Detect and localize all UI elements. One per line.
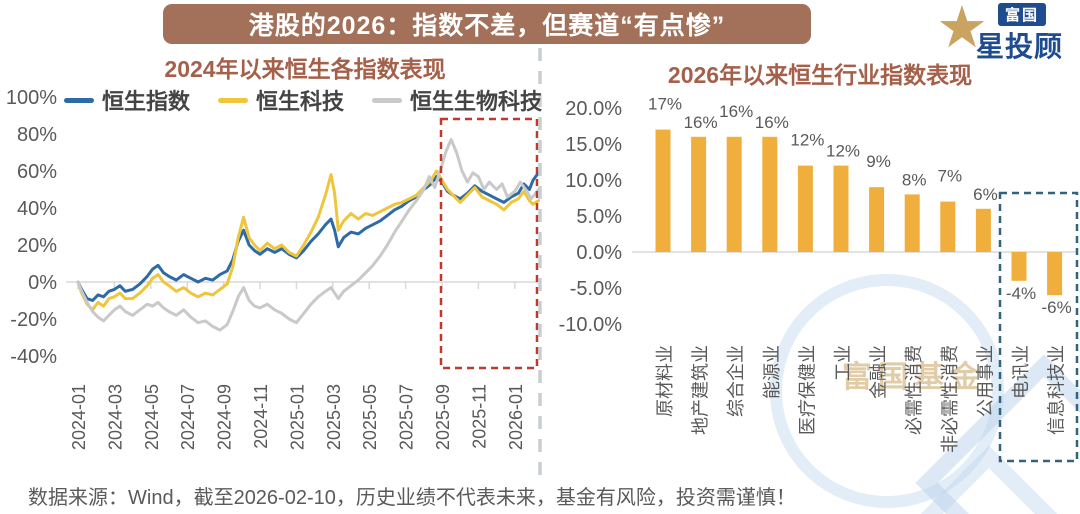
bar-电讯业: [1011, 252, 1027, 281]
watermark-brand-text: 富国基金: [842, 361, 986, 394]
category-label: 电讯业: [1011, 345, 1031, 399]
star-icon: ★: [936, 0, 988, 60]
brand-name-label: 星投顾: [976, 31, 1064, 62]
legend-item-hsi: 恒生指数: [64, 84, 190, 116]
legend-line-swatch-blue: [64, 97, 94, 103]
bar-value-label: 12%: [826, 142, 860, 161]
category-label: 金融业: [869, 345, 889, 399]
x-tick-label: 2025-01: [287, 384, 307, 450]
bar-value-label: -4%: [1006, 284, 1036, 303]
legend-label: 恒生生物科技: [409, 89, 542, 114]
bar-value-label: 9%: [866, 152, 891, 171]
bar-value-label: -6%: [1041, 298, 1071, 317]
red-dashed-highlight-box: [439, 117, 539, 370]
x-tick-label: 2024-11: [251, 384, 271, 449]
y-tick-label: -5.0%: [570, 278, 622, 300]
x-tick-label: 2025-05: [360, 384, 380, 450]
bar-工业: [833, 165, 849, 252]
main-title: 港股的2026：指数不差，但赛道“有点惨”: [248, 12, 726, 40]
category-label: 信息科技业: [1047, 345, 1067, 435]
bar-信息科技业: [1047, 252, 1063, 296]
category-label: 原材料业: [655, 345, 675, 417]
y-tick-label: 100%: [6, 87, 57, 109]
y-tick-label: -20%: [10, 309, 57, 331]
x-tick-label: 2024-05: [142, 384, 162, 450]
legend-line-swatch-gray: [371, 97, 402, 103]
x-tick-label: 2024-07: [178, 384, 198, 450]
legend-label: 恒生科技: [255, 89, 344, 114]
main-title-banner: 港股的2026：指数不差，但赛道“有点惨”: [163, 4, 811, 44]
x-tick-label: 2024-03: [105, 384, 125, 450]
y-tick-label: -40%: [10, 346, 57, 368]
disclaimer-text: 数据来源：Wind，截至2026-02-10，历史业绩不代表未来，基金有风险，投…: [28, 487, 796, 509]
bar-value-label: 7%: [938, 167, 963, 186]
x-tick-label: 2025-09: [433, 384, 453, 450]
x-tick-label: 2024-01: [69, 384, 89, 450]
brand-badge-label: 富国: [998, 3, 1047, 26]
bar-value-label: 6%: [973, 185, 998, 204]
category-label: 非必需性消费: [940, 345, 960, 453]
bar-value-label: 16%: [684, 113, 718, 132]
bar-地产建筑业: [691, 136, 707, 252]
category-label: 工业: [833, 345, 853, 381]
bar-value-label: 16%: [755, 113, 789, 132]
x-tick-label: 2025-07: [397, 384, 417, 450]
category-label: 综合企业: [726, 345, 746, 417]
category-label: 公用事业: [975, 345, 995, 417]
category-label: 必需性消费: [904, 345, 924, 435]
bar-能源业: [762, 136, 778, 252]
y-tick-label: 20.0%: [565, 98, 622, 120]
legend-item-tech: 恒生科技: [217, 84, 344, 116]
bar-chart: 20.0% 15.0% 10.0% 5.0% 0.0% -5.0% -10.0% 17% 原材料…: [559, 95, 1079, 463]
line-series-恒生指数: [76, 171, 540, 302]
bar-公用事业: [975, 208, 991, 252]
y-tick-label: 20%: [17, 235, 57, 257]
legend-label: 恒生指数: [102, 89, 191, 114]
x-tick-label: 2026-01: [506, 384, 526, 450]
y-tick-label: 15.0%: [565, 134, 622, 156]
bar-综合企业: [726, 136, 742, 252]
y-tick-label: 0%: [28, 272, 57, 294]
line-series-恒生生物科技: [76, 138, 540, 332]
legend-item-bio: 恒生生物科技: [371, 84, 542, 116]
line-chart-legend: 恒生指数 恒生科技 恒生生物科技: [64, 84, 542, 116]
bar-value-label: 8%: [902, 170, 927, 189]
bar-chart-title: 2026年以来恒生行业指数表现: [667, 62, 973, 88]
brand-logo: ★ 富国 星投顾: [934, 0, 1076, 62]
line-chart: 100% 80% 60% 40% 20% 0% -20% -40% 2024-01 2024-03…: [6, 87, 540, 450]
bar-必需性消费: [904, 194, 920, 252]
y-tick-label: 80%: [17, 124, 57, 146]
line-chart-title: 2024年以来恒生各指数表现: [164, 56, 446, 82]
bar-value-label: 17%: [648, 95, 682, 114]
y-tick-label: -10.0%: [559, 314, 623, 336]
y-tick-label: 60%: [17, 161, 57, 183]
blue-dashed-highlight-box: [998, 191, 1079, 463]
bar-原材料业: [655, 129, 671, 252]
bar-医疗保健业: [797, 165, 813, 252]
y-tick-label: 10.0%: [565, 170, 622, 192]
bar-金融业: [869, 187, 885, 252]
y-tick-label: 40%: [17, 198, 57, 220]
line-series-恒生科技: [76, 169, 540, 312]
bar-value-label: 16%: [719, 102, 753, 121]
category-label: 能源业: [762, 345, 782, 399]
bar-非必需性消费: [940, 201, 956, 252]
y-tick-label: 0.0%: [576, 242, 622, 264]
bar-value-label: 12%: [790, 131, 824, 150]
y-tick-label: 5.0%: [576, 206, 622, 228]
x-tick-label: 2024-09: [215, 384, 235, 450]
category-label: 地产建筑业: [691, 345, 711, 435]
x-tick-label: 2025-11: [469, 384, 489, 449]
legend-line-swatch-yellow: [217, 97, 248, 103]
category-label: 医疗保健业: [797, 345, 817, 435]
x-tick-label: 2025-03: [324, 384, 344, 450]
